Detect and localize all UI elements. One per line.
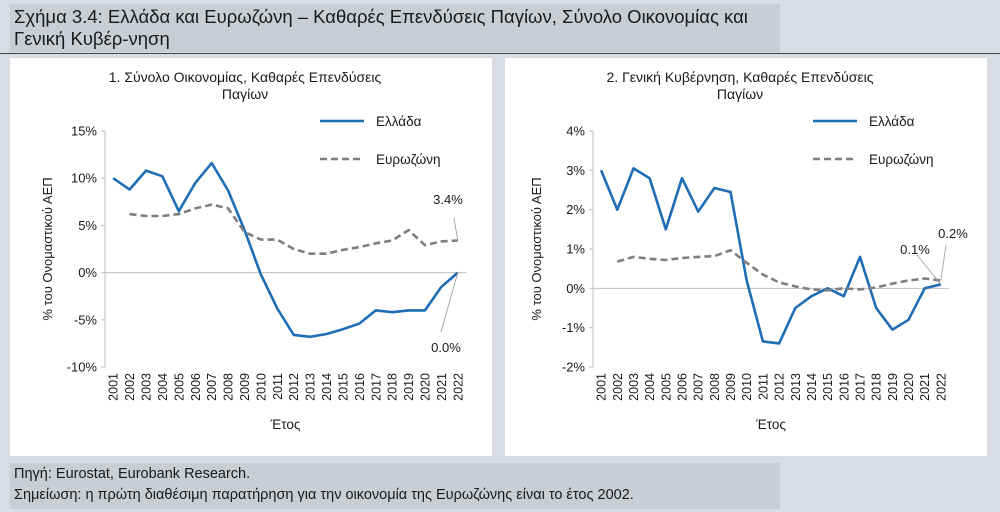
x-axis-title: Έτος (755, 417, 786, 432)
x-tick-label: 2022 (934, 373, 948, 401)
notes: Πηγή: Eurostat, Eurobank Research. Σημεί… (10, 463, 780, 509)
annotation-leader (916, 254, 942, 285)
x-tick-label: 2018 (870, 373, 884, 401)
y-axis-title: % του Ονομαστικού ΑΕΠ (529, 177, 544, 320)
chart-title: 1. Σύνολο Οικονομίας, Καθαρές Επενδύσεις (109, 69, 382, 85)
y-tick-label: -10% (67, 360, 98, 375)
x-tick-label: 2007 (692, 373, 706, 401)
title-divider (0, 53, 1000, 54)
chart-title-line2: Παγίων (222, 86, 268, 102)
series-line-eurozone (616, 248, 942, 292)
x-tick-label: 2016 (837, 373, 851, 401)
x-tick-label: 2002 (123, 373, 137, 401)
note-text: Σημείωση: η πρώτη διαθέσιμη παρατήρηση γ… (14, 487, 634, 503)
y-axis-title: % του Ονομαστικού ΑΕΠ (40, 177, 55, 320)
x-tick-label: 2008 (222, 373, 236, 401)
data-label: 0.1% (900, 242, 930, 257)
x-tick-label: 2011 (271, 373, 285, 400)
y-tick-label: 1% (566, 242, 585, 257)
x-axis-title: Έτος (270, 417, 301, 432)
annotation-leader (453, 217, 459, 241)
x-tick-label: 2006 (189, 373, 203, 401)
annotation-leader (940, 244, 947, 281)
chart-total-economy: 1. Σύνολο Οικονομίας, Καθαρές Επενδύσεις… (40, 69, 466, 432)
series-line-eurozone (129, 203, 458, 255)
y-tick-label: 4% (566, 124, 585, 139)
x-tick-label: 2003 (140, 373, 154, 401)
panel-total-economy: 1. Σύνολο Οικονομίας, Καθαρές Επενδύσεις… (10, 58, 492, 456)
panel-general-government: 2. Γενική Κυβέρνηση, Καθαρές Επενδύσεις Π… (505, 58, 987, 456)
x-tick-label: 2009 (238, 373, 252, 401)
x-tick-label: 2003 (627, 373, 641, 401)
y-tick-label: -1% (562, 320, 586, 335)
x-tick-label: 2005 (659, 373, 673, 401)
x-tick-label: 2010 (740, 373, 754, 401)
x-tick-label: 2005 (172, 373, 186, 401)
y-tick-label: 15% (71, 124, 97, 139)
x-tick-label: 2010 (254, 373, 268, 401)
x-tick-label: 2014 (320, 373, 334, 401)
x-tick-label: 2012 (287, 373, 301, 401)
legend-label: Ευρωζώνη (376, 152, 440, 167)
x-tick-label: 2012 (773, 373, 787, 401)
y-tick-label: 10% (71, 171, 97, 186)
x-tick-label: 2011 (756, 373, 770, 400)
x-tick-label: 2017 (369, 373, 383, 401)
x-tick-label: 2018 (386, 373, 400, 401)
x-tick-label: 2020 (418, 373, 432, 401)
x-tick-label: 2007 (205, 373, 219, 401)
legend-label: Ελλάδα (869, 114, 915, 129)
figure-title: Σχήμα 3.4: Ελλάδα και Ευρωζώνη – Καθαρές… (10, 4, 780, 52)
y-tick-label: -5% (74, 312, 98, 327)
y-tick-label: 2% (566, 202, 585, 217)
data-label: 0.2% (938, 226, 968, 241)
y-tick-label: 3% (566, 163, 585, 178)
y-tick-label: 0% (78, 265, 97, 280)
chart-general-government: 2. Γενική Κυβέρνηση, Καθαρές ΕπενδύσειςΠ… (529, 69, 968, 432)
x-tick-label: 2006 (676, 373, 690, 401)
y-tick-label: 0% (566, 281, 585, 296)
x-tick-label: 2022 (451, 373, 465, 401)
x-tick-label: 2001 (107, 373, 121, 401)
series-line-greece (599, 167, 942, 345)
x-tick-label: 2015 (336, 373, 350, 401)
x-tick-label: 2015 (821, 373, 835, 401)
y-tick-label: -2% (562, 360, 586, 375)
x-tick-label: 2019 (886, 373, 900, 401)
data-label: 0.0% (431, 340, 461, 355)
legend-label: Ευρωζώνη (869, 152, 933, 167)
x-tick-label: 2020 (902, 373, 916, 401)
chart-title: 2. Γενική Κυβέρνηση, Καθαρές Επενδύσεις (607, 69, 874, 85)
source-text: Πηγή: Eurostat, Eurobank Research. (14, 466, 251, 482)
y-tick-label: 5% (78, 218, 97, 233)
annotation-leader (440, 272, 459, 333)
x-tick-label: 2021 (435, 373, 449, 401)
x-tick-label: 2013 (304, 373, 318, 401)
legend-label: Ελλάδα (376, 114, 422, 129)
x-tick-label: 2017 (854, 373, 868, 401)
x-tick-label: 2004 (156, 373, 170, 401)
x-tick-label: 2016 (353, 373, 367, 401)
data-label: 3.4% (433, 192, 463, 207)
series-line-greece (112, 161, 459, 339)
chart-title-line2: Παγίων (717, 86, 763, 102)
x-tick-label: 2002 (611, 373, 625, 401)
x-tick-label: 2001 (595, 373, 609, 401)
x-tick-label: 2021 (918, 373, 932, 401)
x-tick-label: 2009 (724, 373, 738, 401)
x-tick-label: 2008 (708, 373, 722, 401)
x-tick-label: 2019 (402, 373, 416, 401)
x-tick-label: 2004 (643, 373, 657, 401)
x-tick-label: 2014 (805, 373, 819, 401)
x-tick-label: 2013 (789, 373, 803, 401)
